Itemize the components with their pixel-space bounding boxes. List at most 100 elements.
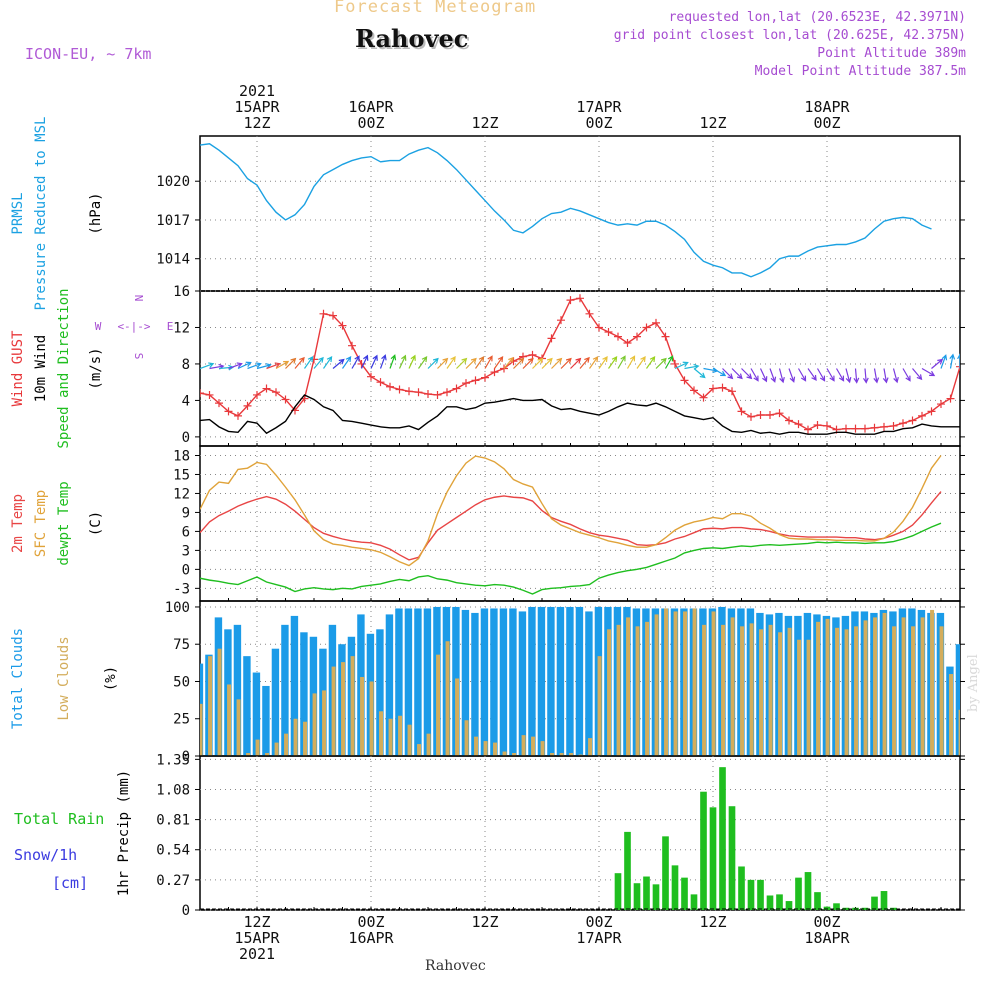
gust-marker — [842, 424, 850, 433]
total-clouds-bar — [262, 685, 270, 756]
wind-direction-arrow — [816, 368, 826, 382]
y-tick-label: 0 — [182, 903, 190, 919]
wind-direction-arrow — [598, 356, 608, 369]
gust-marker — [642, 323, 651, 332]
gust-marker — [794, 420, 803, 429]
low-clouds-bar — [844, 629, 849, 756]
y-tick-label: 9 — [182, 505, 190, 521]
low-clouds-bar — [607, 629, 612, 756]
rain-bar — [671, 865, 679, 910]
y-axis-label: (%) — [103, 666, 119, 691]
wind-direction-arrow — [494, 356, 504, 369]
y-tick-label: 3 — [182, 543, 190, 559]
gust-marker — [633, 332, 641, 341]
gust-marker — [557, 316, 565, 325]
location-title: Rahovec — [355, 24, 469, 53]
top-time-label: 00Z — [357, 114, 384, 132]
total-clouds-bar — [252, 672, 261, 756]
chart-title: Forecast Meteogram — [334, 0, 537, 17]
gust-marker — [889, 421, 898, 430]
low-clouds-bar — [274, 742, 279, 756]
gust-marker — [709, 384, 717, 393]
compass-east: E — [167, 320, 174, 333]
bottom-time-label: 00Z — [357, 913, 384, 931]
low-clouds-bar — [293, 718, 298, 756]
rain-bar — [833, 903, 840, 910]
low-clouds-bar — [436, 654, 441, 756]
y-axis-label: Total Clouds — [10, 628, 26, 729]
wind-direction-arrow — [560, 357, 572, 369]
top-time-label: 00Z — [813, 114, 840, 132]
total-clouds-bar — [585, 611, 593, 756]
bottom-time-label: 18APR — [804, 929, 850, 947]
gust-marker — [452, 384, 461, 393]
wind-direction-arrow — [342, 356, 352, 369]
low-clouds-bar — [200, 703, 203, 756]
rain-bar — [823, 906, 831, 910]
wind-direction-arrow — [835, 368, 845, 382]
panel-marks — [200, 606, 960, 756]
rain-bar — [662, 836, 669, 910]
low-clouds-bar — [787, 627, 792, 756]
y-axis-label: (hPa) — [88, 192, 104, 234]
rain-bar — [861, 907, 869, 910]
gust-marker — [756, 411, 765, 419]
gust-marker — [699, 393, 708, 402]
low-clouds-bar — [483, 741, 488, 756]
rain-bar — [719, 767, 726, 910]
gust-marker — [927, 407, 936, 416]
wind-direction-arrow — [351, 355, 360, 369]
top-time-label: 16APR — [348, 98, 394, 116]
low-clouds-bar — [702, 624, 707, 756]
gust-marker — [281, 395, 290, 404]
low-clouds-bar — [417, 744, 422, 756]
gust-marker — [471, 376, 480, 385]
low-clouds-bar — [426, 733, 431, 756]
low-clouds-bar — [616, 624, 621, 756]
wind-direction-arrow — [788, 368, 796, 383]
y-tick-label: 6 — [182, 524, 190, 540]
wind-direction-arrow — [882, 368, 889, 384]
gust-marker — [490, 368, 499, 377]
gust-marker — [243, 401, 252, 410]
model-label: ICON-EU, ~ 7km — [25, 45, 152, 63]
wind-direction-arrow — [921, 367, 936, 377]
wind-direction-arrow — [465, 357, 477, 369]
y-tick-label: 4 — [182, 393, 190, 409]
top-time-label: 12Z — [243, 114, 270, 132]
wind-direction-arrow — [484, 355, 493, 369]
point-altitude: Point Altitude 389m — [817, 46, 966, 61]
y-tick-label: 75 — [173, 637, 190, 653]
wind-direction-arrow — [684, 363, 700, 370]
compass-west: W — [95, 320, 102, 333]
gust-marker — [595, 323, 603, 332]
wind-direction-arrow — [769, 368, 777, 383]
gust-marker — [234, 411, 242, 420]
wind-direction-arrow — [275, 360, 290, 370]
panel-wind — [195, 290, 965, 447]
low-clouds-bar — [635, 626, 640, 756]
wind-direction-arrow — [522, 357, 534, 369]
low-clouds-bar — [759, 629, 764, 756]
precip-legend-label: [cm] — [52, 874, 88, 892]
rain-bar — [690, 894, 698, 910]
panel-clouds — [195, 600, 965, 757]
gust-marker — [272, 388, 280, 397]
low-clouds-bar — [540, 741, 545, 756]
wind-direction-arrow — [949, 353, 956, 369]
bottom-time-label: 2021 — [239, 945, 275, 963]
gust-marker — [443, 388, 451, 397]
panel-frame — [199, 135, 961, 292]
gust-marker — [737, 407, 746, 416]
gust-marker — [200, 389, 204, 398]
gust-marker — [481, 373, 489, 382]
low-clouds-bar — [683, 611, 688, 756]
wind-direction-arrow — [722, 368, 734, 380]
top-time-label: 12Z — [699, 114, 726, 132]
total-clouds-bar — [955, 644, 960, 756]
low-clouds-bar — [958, 709, 960, 756]
wind-direction-arrow — [759, 368, 768, 383]
low-clouds-bar — [493, 742, 498, 756]
bottom-time-label: 12Z — [471, 913, 498, 931]
rain-bar — [728, 806, 736, 910]
